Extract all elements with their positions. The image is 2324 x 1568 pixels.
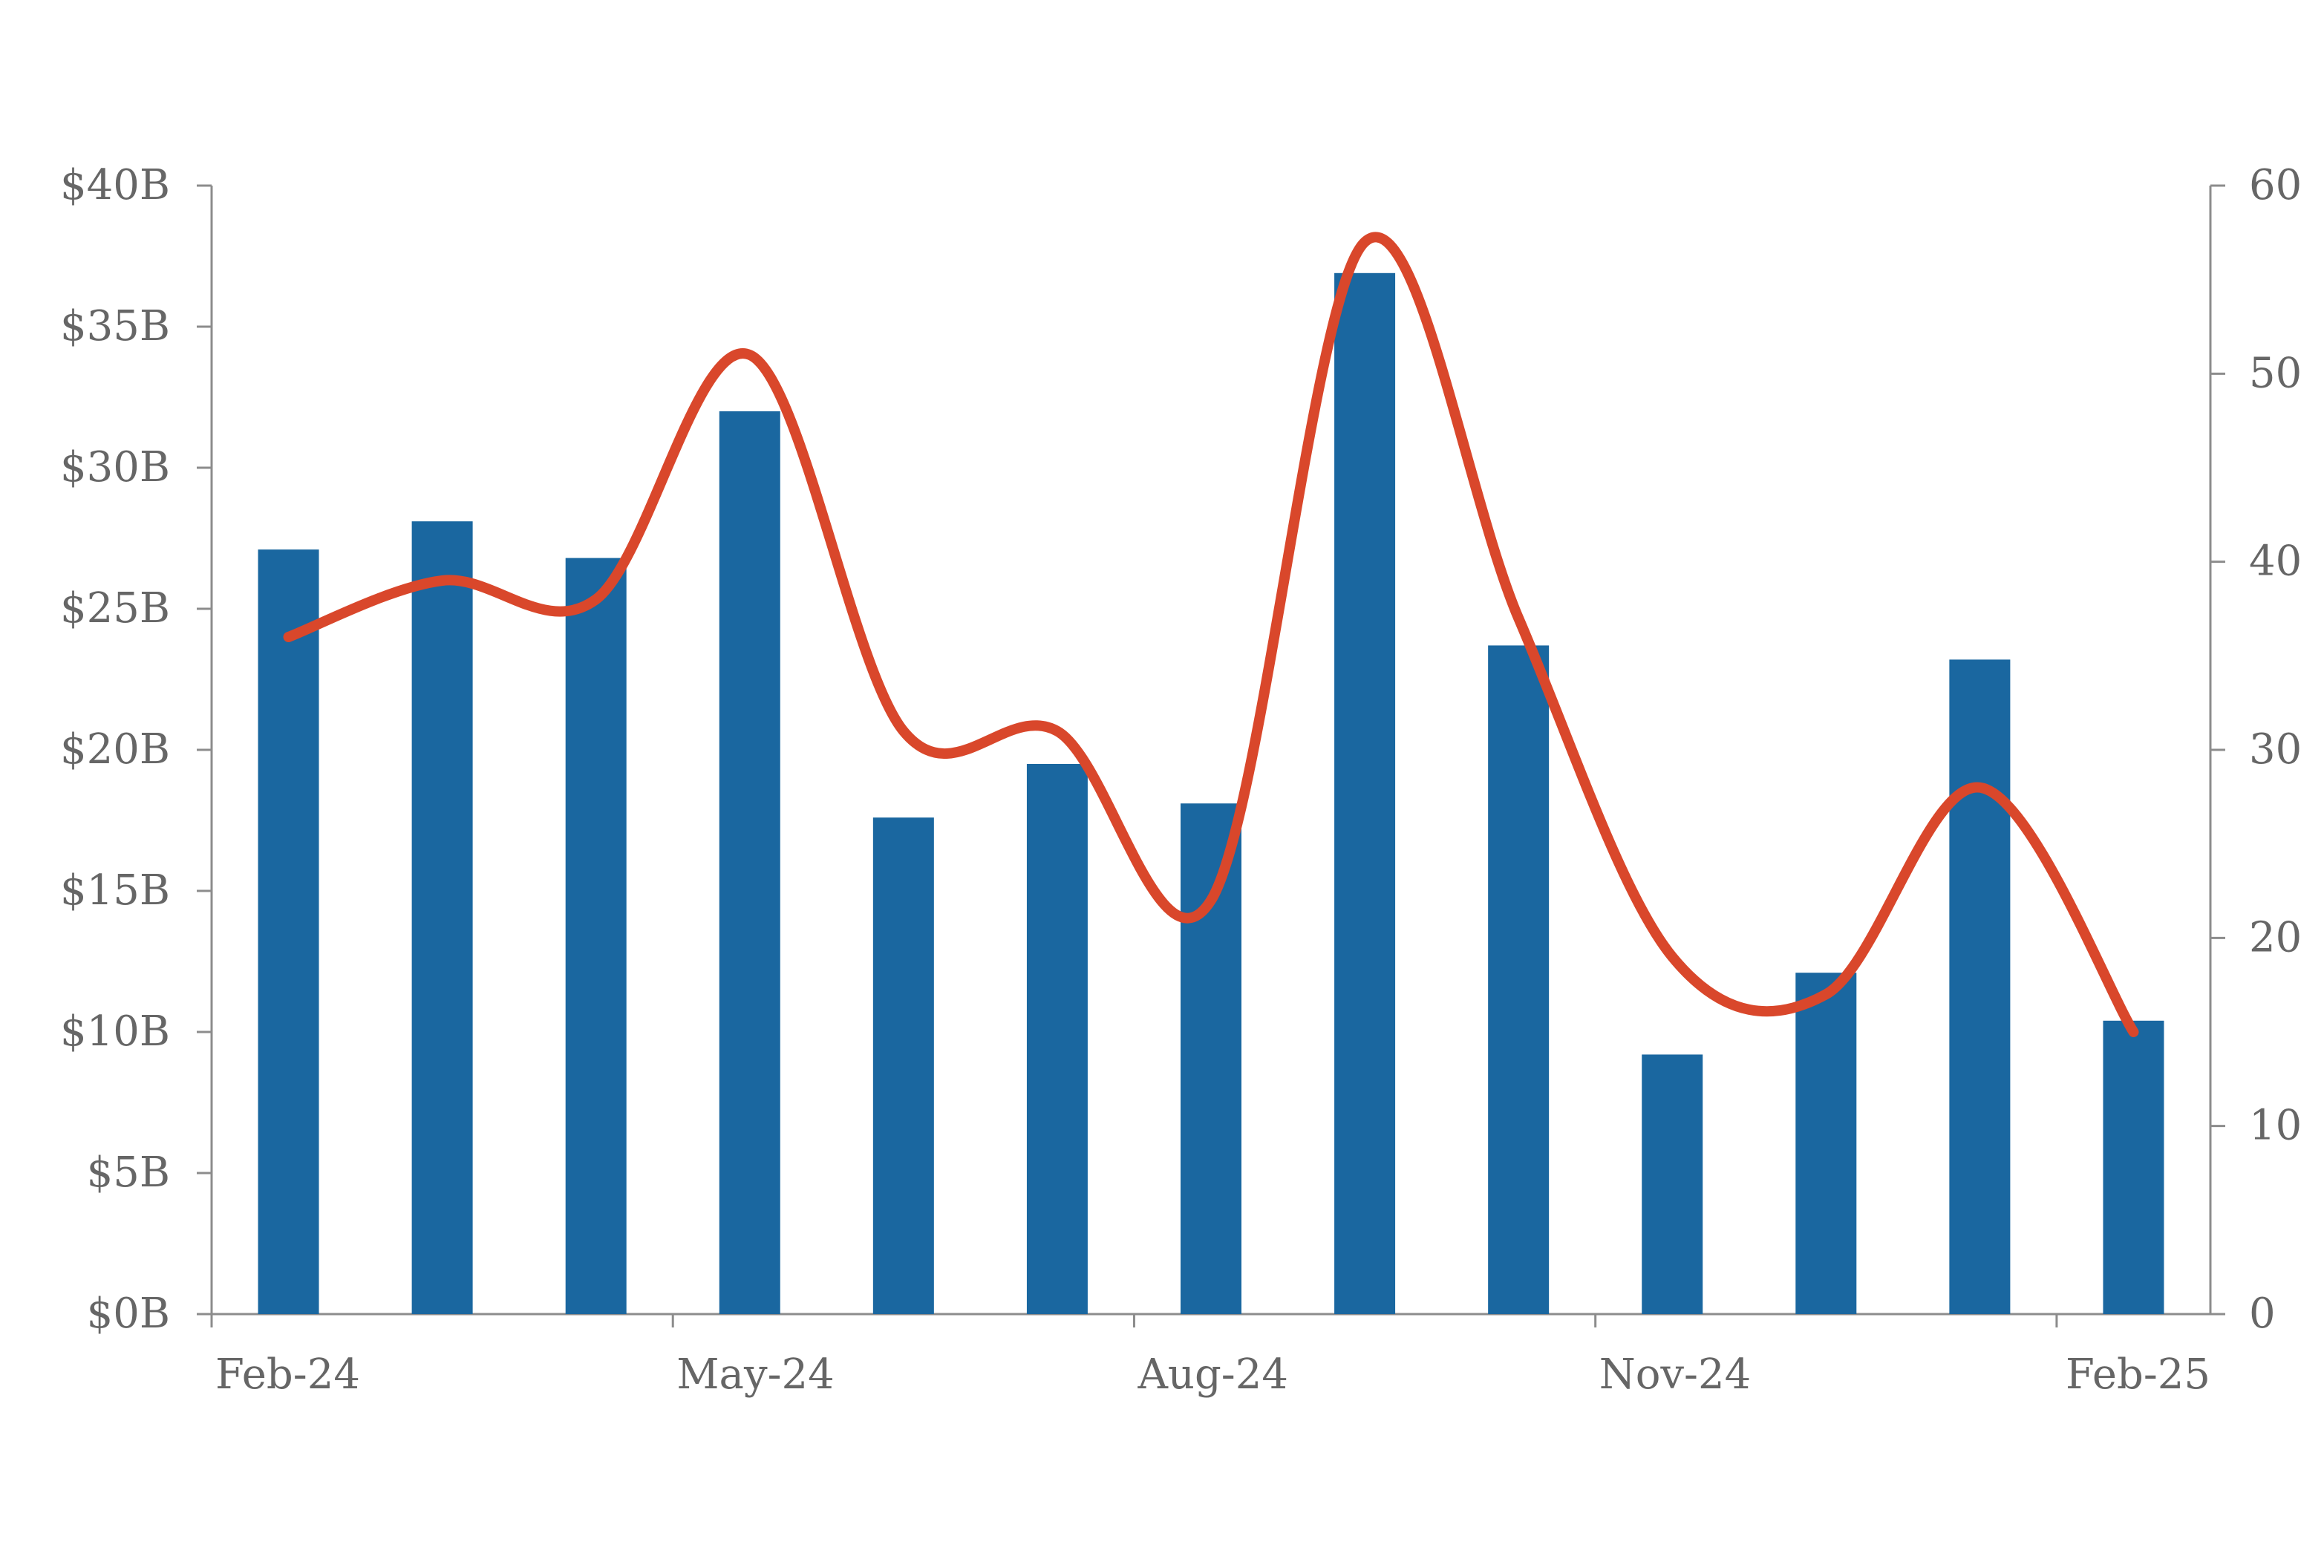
x-tick-label: Feb-24 <box>215 1350 360 1399</box>
left-tick-label: $10B <box>60 1007 170 1056</box>
x-tick-label: Nov-24 <box>1599 1350 1752 1399</box>
right-tick-label: 10 <box>2249 1102 2302 1150</box>
left-tick-label: $35B <box>60 302 170 350</box>
bar <box>411 521 473 1315</box>
line-series <box>283 232 2139 1037</box>
left-tick-label: $25B <box>60 584 170 633</box>
bar <box>1026 764 1088 1314</box>
left-y-axis: $0B $5B $10B $15B $20B $25B $30B $35B $40B <box>60 161 213 1338</box>
bar <box>1642 1054 1703 1314</box>
bar <box>1795 973 1857 1314</box>
right-tick-label: 40 <box>2249 538 2302 586</box>
x-tick-label: Feb-25 <box>2066 1350 2210 1399</box>
x-tick-label: May-24 <box>676 1350 835 1399</box>
bar <box>565 558 627 1314</box>
bar <box>258 549 319 1315</box>
bar-series <box>258 272 2164 1315</box>
left-tick-label: $5B <box>87 1149 170 1197</box>
bar <box>1334 272 1396 1314</box>
bar <box>2103 1020 2164 1314</box>
bar <box>872 817 934 1314</box>
bar <box>1181 803 1241 1314</box>
right-tick-label: 20 <box>2249 913 2302 961</box>
right-tick-label: 50 <box>2249 349 2302 397</box>
x-axis: Feb-24 May-24 Aug-24 Nov-24 Feb-25 <box>210 1313 2210 1399</box>
bar <box>719 411 780 1314</box>
series-line <box>283 232 2139 1037</box>
left-tick-label: $30B <box>60 443 170 491</box>
left-tick-label: $20B <box>60 725 170 774</box>
right-y-axis: 0 10 20 30 40 50 60 <box>2209 161 2302 1338</box>
right-tick-label: 60 <box>2249 161 2302 209</box>
x-tick-label: Aug-24 <box>1137 1350 1288 1399</box>
right-tick-label: 30 <box>2249 725 2302 774</box>
left-tick-label: $15B <box>60 866 170 915</box>
right-tick-label: 0 <box>2249 1290 2276 1338</box>
left-tick-label: $40B <box>60 161 170 209</box>
bar <box>1949 659 2011 1314</box>
bar <box>1488 645 1550 1314</box>
left-tick-label: $0B <box>87 1290 170 1338</box>
